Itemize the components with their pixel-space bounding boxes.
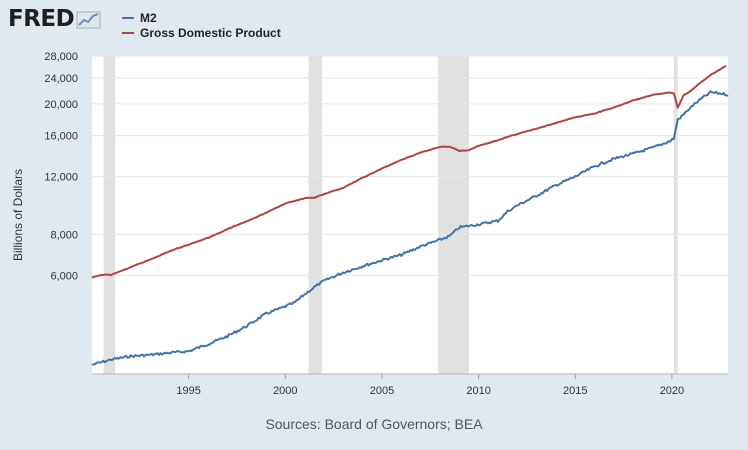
y-tick-label-0: 6,000 [50, 270, 78, 282]
source-note: Sources: Board of Governors; BEA [265, 416, 483, 432]
y-axis-title: Billions of Dollars [11, 169, 25, 261]
fred-logo[interactable]: FRED [8, 6, 102, 32]
legend-label-gdp: Gross Domestic Product [140, 25, 281, 40]
legend-item-gdp[interactable]: Gross Domestic Product [122, 25, 281, 40]
x-tick-label-1: 2000 [273, 385, 297, 397]
y-tick-label-6: 28,000 [44, 51, 78, 63]
logo-text: FRED [8, 6, 75, 32]
series-line-gdp [91, 64, 727, 279]
recession-bar-3 [673, 56, 678, 374]
recession-bar-0 [103, 56, 116, 374]
x-tick-label-5: 2020 [660, 385, 684, 397]
recession-bar-2 [438, 56, 469, 374]
y-tick-label-1: 8,000 [50, 229, 78, 241]
plot-background [92, 56, 728, 374]
chart-legend: M2 Gross Domestic Product [122, 10, 281, 40]
y-tick-label-2: 12,000 [44, 172, 78, 184]
y-tick-label-4: 20,000 [44, 99, 78, 111]
line-chart-icon [76, 11, 101, 29]
legend-label-m2: M2 [140, 10, 157, 25]
y-tick-label-5: 24,000 [44, 73, 78, 85]
x-tick-label-2: 2005 [370, 385, 394, 397]
x-tick-label-4: 2015 [563, 385, 587, 397]
legend-item-m2[interactable]: M2 [122, 10, 281, 25]
legend-swatch-m2 [122, 16, 134, 19]
x-tick-label-3: 2010 [466, 385, 490, 397]
legend-swatch-gdp [122, 31, 134, 34]
y-tick-label-3: 16,000 [44, 131, 78, 143]
series-line-m2 [91, 90, 729, 366]
x-tick-label-0: 1995 [176, 385, 200, 397]
